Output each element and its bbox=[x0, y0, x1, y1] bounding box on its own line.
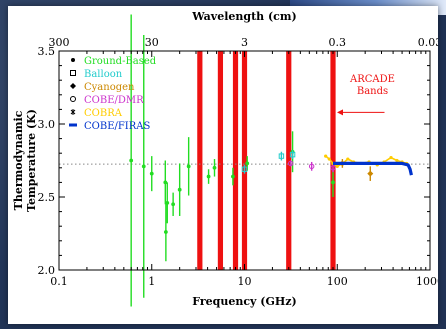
balloon-point-0 bbox=[241, 166, 248, 172]
arcade-band-4 bbox=[286, 51, 292, 270]
y-tick-label-2: 3.0 bbox=[38, 118, 56, 131]
arcade-band-3 bbox=[241, 51, 248, 270]
ground-based-point-4 bbox=[163, 230, 168, 234]
ground-based-point-9 bbox=[206, 174, 211, 179]
ground-based-point-3 bbox=[163, 180, 168, 185]
cobe-dmr-point-0 bbox=[288, 160, 294, 167]
legend-label-1: Balloon bbox=[84, 69, 123, 80]
y-tick-label-1: 2.5 bbox=[38, 191, 56, 204]
legend-marker-2 bbox=[70, 83, 76, 89]
legend-label-0: Ground-Based bbox=[84, 56, 157, 67]
arcade-band-1 bbox=[217, 51, 224, 270]
top-axis-label: Wavelength (cm) bbox=[191, 10, 296, 23]
ground-based-point-0 bbox=[129, 158, 134, 163]
x-tick-label-1: 1 bbox=[148, 275, 155, 288]
ground-based-point-12 bbox=[245, 161, 250, 166]
cobe-dmr-point-1 bbox=[308, 163, 315, 170]
ground-based-point-5 bbox=[165, 200, 170, 205]
series-cobra bbox=[324, 154, 409, 168]
y-tick-label-3: 3.5 bbox=[38, 45, 56, 58]
ground-based-point-1 bbox=[141, 164, 146, 169]
cobra-point-1 bbox=[327, 157, 331, 161]
x-tick-label-0: 0.1 bbox=[50, 275, 68, 288]
bottom-axis: 0.1 1 10 100 1000 bbox=[50, 264, 444, 288]
series-ground-based bbox=[129, 14, 335, 307]
top-tick-label-3: 0.3 bbox=[329, 36, 347, 49]
ground-based-point-14 bbox=[331, 180, 335, 185]
arcade-band-2 bbox=[232, 51, 239, 270]
y-axis-label-line-0: Thermodynamic bbox=[12, 110, 25, 210]
cobra-point-11 bbox=[389, 155, 393, 160]
legend-label-2: Cyanogen bbox=[84, 82, 135, 93]
x-axis-label: Frequency (GHz) bbox=[192, 295, 296, 308]
x-tick-label-4: 1000 bbox=[416, 275, 438, 288]
ground-based-point-6 bbox=[171, 202, 176, 207]
cyanogen-point-1 bbox=[367, 170, 374, 177]
top-tick-label-2: 3 bbox=[241, 36, 248, 49]
cobra-point-12 bbox=[395, 158, 399, 163]
y-tick-label-0: 2.0 bbox=[38, 264, 56, 277]
series-balloon bbox=[241, 150, 296, 174]
x-tick-label-2: 10 bbox=[238, 275, 252, 288]
cmb-spectrum-chart: 0.1 1 10 100 1000 300 30 3 0.3 0.03 2.0 2.5 3.0 3.5… bbox=[12, 10, 444, 308]
cobra-point-0 bbox=[324, 154, 328, 158]
ground-based-point-10 bbox=[212, 165, 217, 170]
series-cobe-dmr bbox=[288, 160, 336, 173]
cobe-dmr-point-2 bbox=[330, 165, 336, 171]
top-tick-label-0: 300 bbox=[49, 36, 70, 49]
legend: Ground-Based Balloon Cyanogen COBE/DMR COBRA… bbox=[69, 56, 157, 132]
series-line-5 bbox=[333, 161, 413, 176]
ground-based-point-11 bbox=[231, 174, 235, 179]
ground-based-point-8 bbox=[186, 164, 191, 169]
legend-marker-3 bbox=[70, 96, 76, 102]
top-tick-label-4: 0.03 bbox=[418, 36, 438, 49]
legend-marker-4 bbox=[70, 109, 76, 115]
arcade-label-line-0: ARCADE bbox=[349, 74, 395, 85]
ground-based-point-7 bbox=[177, 187, 182, 192]
left-axis: 2.0 2.5 3.0 3.5 bbox=[38, 45, 430, 277]
top-tick-label-1: 30 bbox=[145, 36, 159, 49]
series-cobe-firas bbox=[333, 161, 413, 176]
ground-based-point-2 bbox=[149, 171, 154, 176]
arcade-band-5 bbox=[330, 51, 336, 270]
arcade-bands-layer bbox=[197, 51, 336, 270]
legend-marker-0 bbox=[71, 58, 75, 62]
y-axis-label-group: Thermodynamic Temperature (K) bbox=[12, 109, 38, 212]
legend-marker-1 bbox=[70, 70, 76, 76]
balloon-point-1 bbox=[278, 153, 285, 159]
balloon-point-2 bbox=[289, 151, 296, 158]
arcade-label-line-1: Bands bbox=[357, 86, 388, 97]
legend-label-4: COBRA bbox=[84, 108, 123, 119]
chart-panel: 0.1 1 10 100 1000 300 30 3 0.3 0.03 2.0 2.5 3.0 3.5… bbox=[8, 6, 444, 324]
cobra-point-5 bbox=[346, 157, 350, 161]
arcade-band-0 bbox=[197, 51, 203, 270]
y-axis-label-line-1: Temperature (K) bbox=[25, 109, 38, 212]
legend-label-3: COBE/DMR bbox=[84, 95, 144, 106]
data-series-layer bbox=[129, 14, 413, 307]
x-tick-label-3: 100 bbox=[327, 275, 348, 288]
top-axis: 300 30 3 0.3 0.03 bbox=[49, 36, 442, 57]
cobra-point-3 bbox=[335, 164, 339, 168]
arcade-arrow-head bbox=[337, 109, 344, 116]
legend-label-5: COBE/FIRAS bbox=[84, 121, 151, 132]
